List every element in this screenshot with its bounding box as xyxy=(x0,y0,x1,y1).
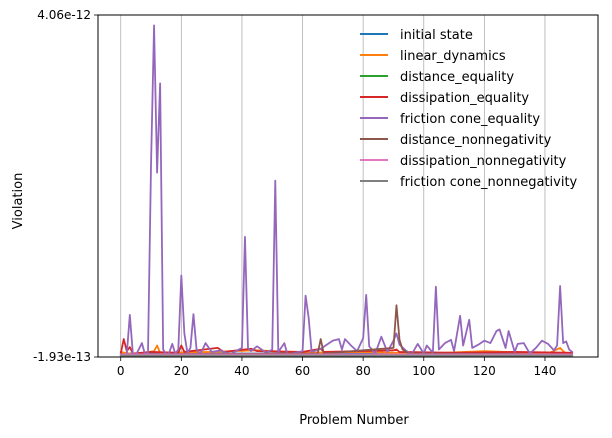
x-axis-label: Problem Number xyxy=(299,413,409,428)
legend-label: dissipation_nonnegativity xyxy=(400,154,567,169)
x-tick-label: 100 xyxy=(412,364,435,378)
series-line xyxy=(119,304,574,356)
legend-label: linear_dynamics xyxy=(400,49,506,64)
x-tick-label: 40 xyxy=(234,364,249,378)
plot-area xyxy=(119,24,574,357)
x-axis: 0 20 40 60 80 100 120 140 xyxy=(117,357,557,378)
legend-label: dissipation_equality xyxy=(400,91,529,106)
y-axis-label: Violation xyxy=(11,173,26,230)
y-axis: -1.93e-13 4.06e-12 xyxy=(33,8,98,364)
x-tick-label: 60 xyxy=(295,364,310,378)
legend-label: initial state xyxy=(400,28,473,43)
legend-label: friction cone_nonnegativity xyxy=(400,175,578,190)
axes-frame xyxy=(97,14,599,358)
x-tick-label: 140 xyxy=(534,364,557,378)
legend-label: friction cone_equality xyxy=(400,112,540,127)
y-tick-label: -1.93e-13 xyxy=(33,350,91,364)
x-tick-label: 80 xyxy=(356,364,371,378)
y-tick-label: 4.06e-12 xyxy=(37,8,91,22)
x-tick-label: 0 xyxy=(117,364,125,378)
x-tick-label: 20 xyxy=(174,364,189,378)
legend-label: distance_nonnegativity xyxy=(400,133,552,148)
grid-lines xyxy=(120,15,546,357)
legend: initial state linear_dynamics distance_equ… xyxy=(360,28,578,190)
legend-label: distance_equality xyxy=(400,70,514,85)
x-tick-label: 120 xyxy=(473,364,496,378)
